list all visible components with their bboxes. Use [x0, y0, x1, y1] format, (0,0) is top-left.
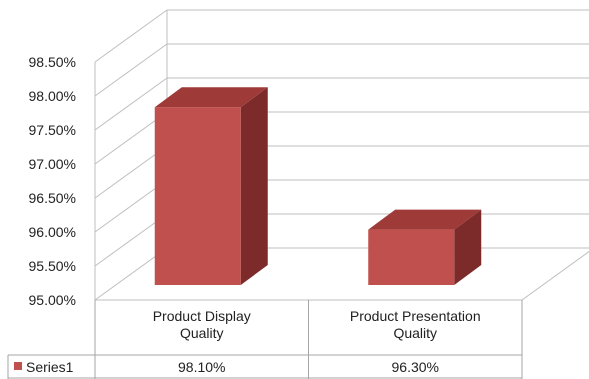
- legend-key: [14, 362, 22, 370]
- gridline-side: [94, 9, 168, 63]
- bars: [154, 87, 482, 285]
- x-category-label: Product Presentation Quality: [350, 308, 481, 341]
- data-label: 96.30%: [392, 359, 439, 375]
- series-label: Series1: [26, 359, 74, 375]
- y-tick-label: 96.00%: [29, 224, 76, 240]
- y-tick-label: 98.50%: [29, 54, 76, 70]
- y-tick-label: 95.00%: [29, 292, 76, 308]
- gridline-side: [94, 77, 168, 131]
- y-tick-label: 95.50%: [29, 258, 76, 274]
- x-category-label: Product Display Quality: [153, 308, 251, 341]
- y-tick-label: 97.00%: [29, 156, 76, 172]
- y-tick-label: 96.50%: [29, 190, 76, 206]
- bar: [154, 107, 241, 285]
- bar-side: [454, 209, 482, 285]
- data-label: 98.10%: [178, 359, 225, 375]
- y-axis: 95.00% 95.50% 96.00% 96.50% 97.00% 97.50% 98.0…: [29, 54, 76, 308]
- gridline-side: [94, 43, 168, 97]
- bar-top: [154, 87, 268, 108]
- bar-top: [368, 209, 482, 230]
- bar-side: [240, 87, 268, 285]
- data-table: Product Display Quality Product Presentati…: [7, 300, 523, 379]
- bar: [368, 229, 455, 285]
- y-tick-label: 98.00%: [29, 88, 76, 104]
- y-tick-label: 97.50%: [29, 122, 76, 138]
